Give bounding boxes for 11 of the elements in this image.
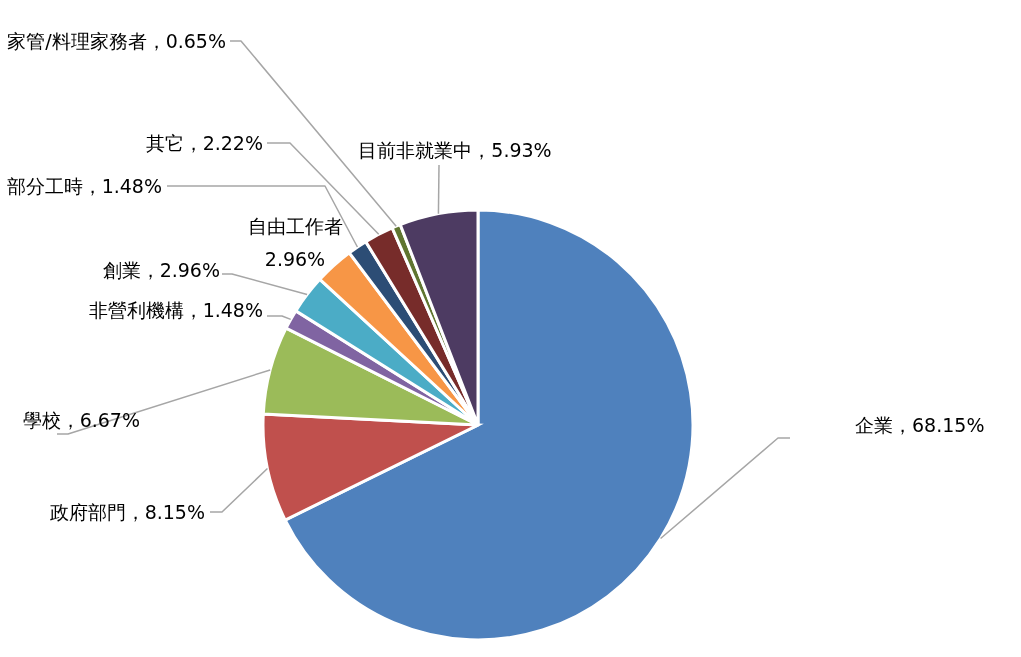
slice-label: 自由工作者 [247, 215, 343, 237]
slice-label: 政府部門，8.15% [49, 501, 205, 523]
slice-label: 創業，2.96% [102, 259, 220, 281]
slice-label: 目前非就業中，5.93% [358, 139, 552, 161]
slice-label: 家管/料理家務者，0.65% [7, 30, 226, 52]
slice-label: 企業，68.15% [855, 414, 985, 436]
data-label: 2.96% [264, 248, 326, 270]
slice-label: 部分工時，1.48% [6, 175, 162, 197]
slice-label: 非營利機構，1.48% [88, 299, 263, 321]
slice-label: 學校，6.67% [22, 409, 140, 431]
slice-label: 其它，2.22% [145, 132, 263, 154]
